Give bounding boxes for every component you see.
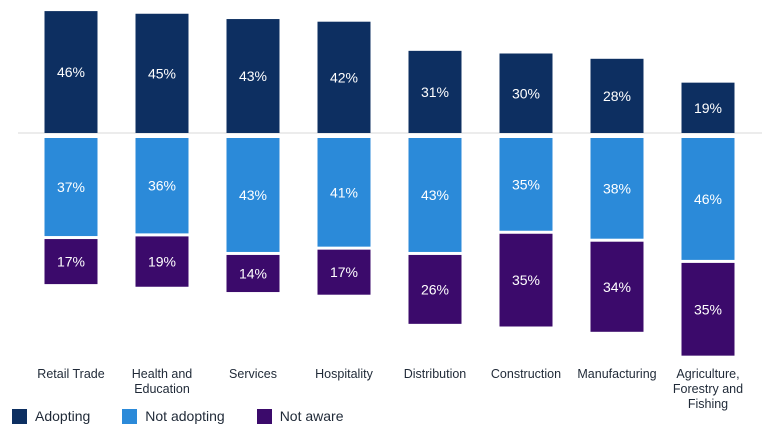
- label-not-adopting-services: 43%: [239, 187, 267, 203]
- legend: Adopting Not adopting Not aware: [12, 408, 376, 424]
- label-adopting-hospitality: 42%: [330, 69, 358, 85]
- bar-not-aware-manufacturing: [590, 241, 644, 332]
- x-tick-label-construction: Construction: [491, 367, 561, 381]
- label-not-aware-health-and-education: 19%: [148, 254, 176, 270]
- bar-not-adopting-construction: [499, 138, 553, 231]
- bar-adopting-services: [226, 19, 280, 133]
- bar-adopting-agriculture-forestry-and-fishing: [681, 82, 735, 133]
- legend-swatch-not-aware: [256, 408, 272, 424]
- x-tick-label-services: Services: [229, 367, 277, 381]
- bar-not-adopting-hospitality: [317, 138, 371, 247]
- label-not-aware-construction: 35%: [512, 272, 540, 288]
- legend-label-not-aware: Not aware: [279, 408, 344, 424]
- label-adopting-agriculture-forestry-and-fishing: 19%: [694, 100, 722, 116]
- x-tick-label-manufacturing: Manufacturing: [577, 367, 656, 381]
- legend-swatch-adopting: [12, 408, 27, 424]
- bar-adopting-retail-trade: [44, 11, 98, 134]
- legend-label-adopting: Adopting: [35, 408, 91, 424]
- bar-adopting-hospitality: [317, 21, 371, 134]
- legend-item-not-adopting: Not adopting: [122, 408, 225, 424]
- bar-not-aware-agriculture-forestry-and-fishing: [681, 262, 735, 356]
- label-not-aware-services: 14%: [239, 266, 267, 282]
- x-tick-label-distribution: Distribution: [404, 367, 467, 381]
- bar-not-adopting-manufacturing: [590, 138, 644, 239]
- bar-not-adopting-distribution: [408, 138, 462, 252]
- label-not-aware-agriculture-forestry-and-fishing: 35%: [694, 301, 722, 317]
- x-tick-label-health-and-education-line-1: Health and: [132, 367, 193, 381]
- bar-not-aware-health-and-education: [135, 236, 189, 287]
- label-not-aware-distribution: 26%: [421, 281, 449, 297]
- label-not-adopting-construction: 35%: [512, 176, 540, 192]
- label-not-aware-retail-trade: 17%: [57, 254, 85, 270]
- label-not-aware-hospitality: 17%: [330, 264, 358, 280]
- bar-adopting-health-and-education: [135, 13, 189, 133]
- x-tick-label-health-and-education-line-2: Education: [134, 382, 190, 396]
- bar-not-adopting-retail-trade: [44, 138, 98, 237]
- bar-not-aware-construction: [499, 233, 553, 327]
- label-not-adopting-hospitality: 41%: [330, 184, 358, 200]
- legend-item-not-aware: Not aware: [256, 408, 344, 424]
- x-tick-label-hospitality: Hospitality: [315, 367, 373, 381]
- label-not-adopting-health-and-education: 36%: [148, 178, 176, 194]
- label-adopting-health-and-education: 45%: [148, 65, 176, 81]
- label-not-adopting-retail-trade: 37%: [57, 179, 85, 195]
- label-adopting-distribution: 31%: [421, 84, 449, 100]
- label-adopting-retail-trade: 46%: [57, 64, 85, 80]
- bar-not-aware-services: [226, 254, 280, 293]
- bar-not-adopting-health-and-education: [135, 138, 189, 234]
- x-tick-label-agriculture-forestry-and-fishing-line-3: Fishing: [688, 397, 728, 411]
- bar-adopting-construction: [499, 53, 553, 133]
- legend-item-adopting: Adopting: [12, 408, 90, 424]
- x-tick-label-retail-trade: Retail Trade: [37, 367, 104, 381]
- legend-swatch-not-adopting: [122, 408, 138, 424]
- bar-adopting-distribution: [408, 50, 462, 133]
- x-tick-label-agriculture-forestry-and-fishing-line-1: Agriculture,: [676, 367, 739, 381]
- label-not-adopting-agriculture-forestry-and-fishing: 46%: [694, 191, 722, 207]
- label-not-adopting-distribution: 43%: [421, 187, 449, 203]
- bar-not-aware-hospitality: [317, 249, 371, 295]
- bar-not-adopting-agriculture-forestry-and-fishing: [681, 138, 735, 260]
- bar-not-aware-distribution: [408, 254, 462, 324]
- label-not-aware-manufacturing: 34%: [603, 279, 631, 295]
- bar-adopting-manufacturing: [590, 58, 644, 133]
- legend-label-not-adopting: Not adopting: [145, 408, 225, 424]
- x-tick-label-agriculture-forestry-and-fishing-line-2: Forestry and: [673, 382, 743, 396]
- label-adopting-manufacturing: 28%: [603, 88, 631, 104]
- label-adopting-construction: 30%: [512, 85, 540, 101]
- bar-not-aware-retail-trade: [44, 239, 98, 285]
- label-adopting-services: 43%: [239, 68, 267, 84]
- label-not-adopting-manufacturing: 38%: [603, 180, 631, 196]
- bar-not-adopting-services: [226, 138, 280, 252]
